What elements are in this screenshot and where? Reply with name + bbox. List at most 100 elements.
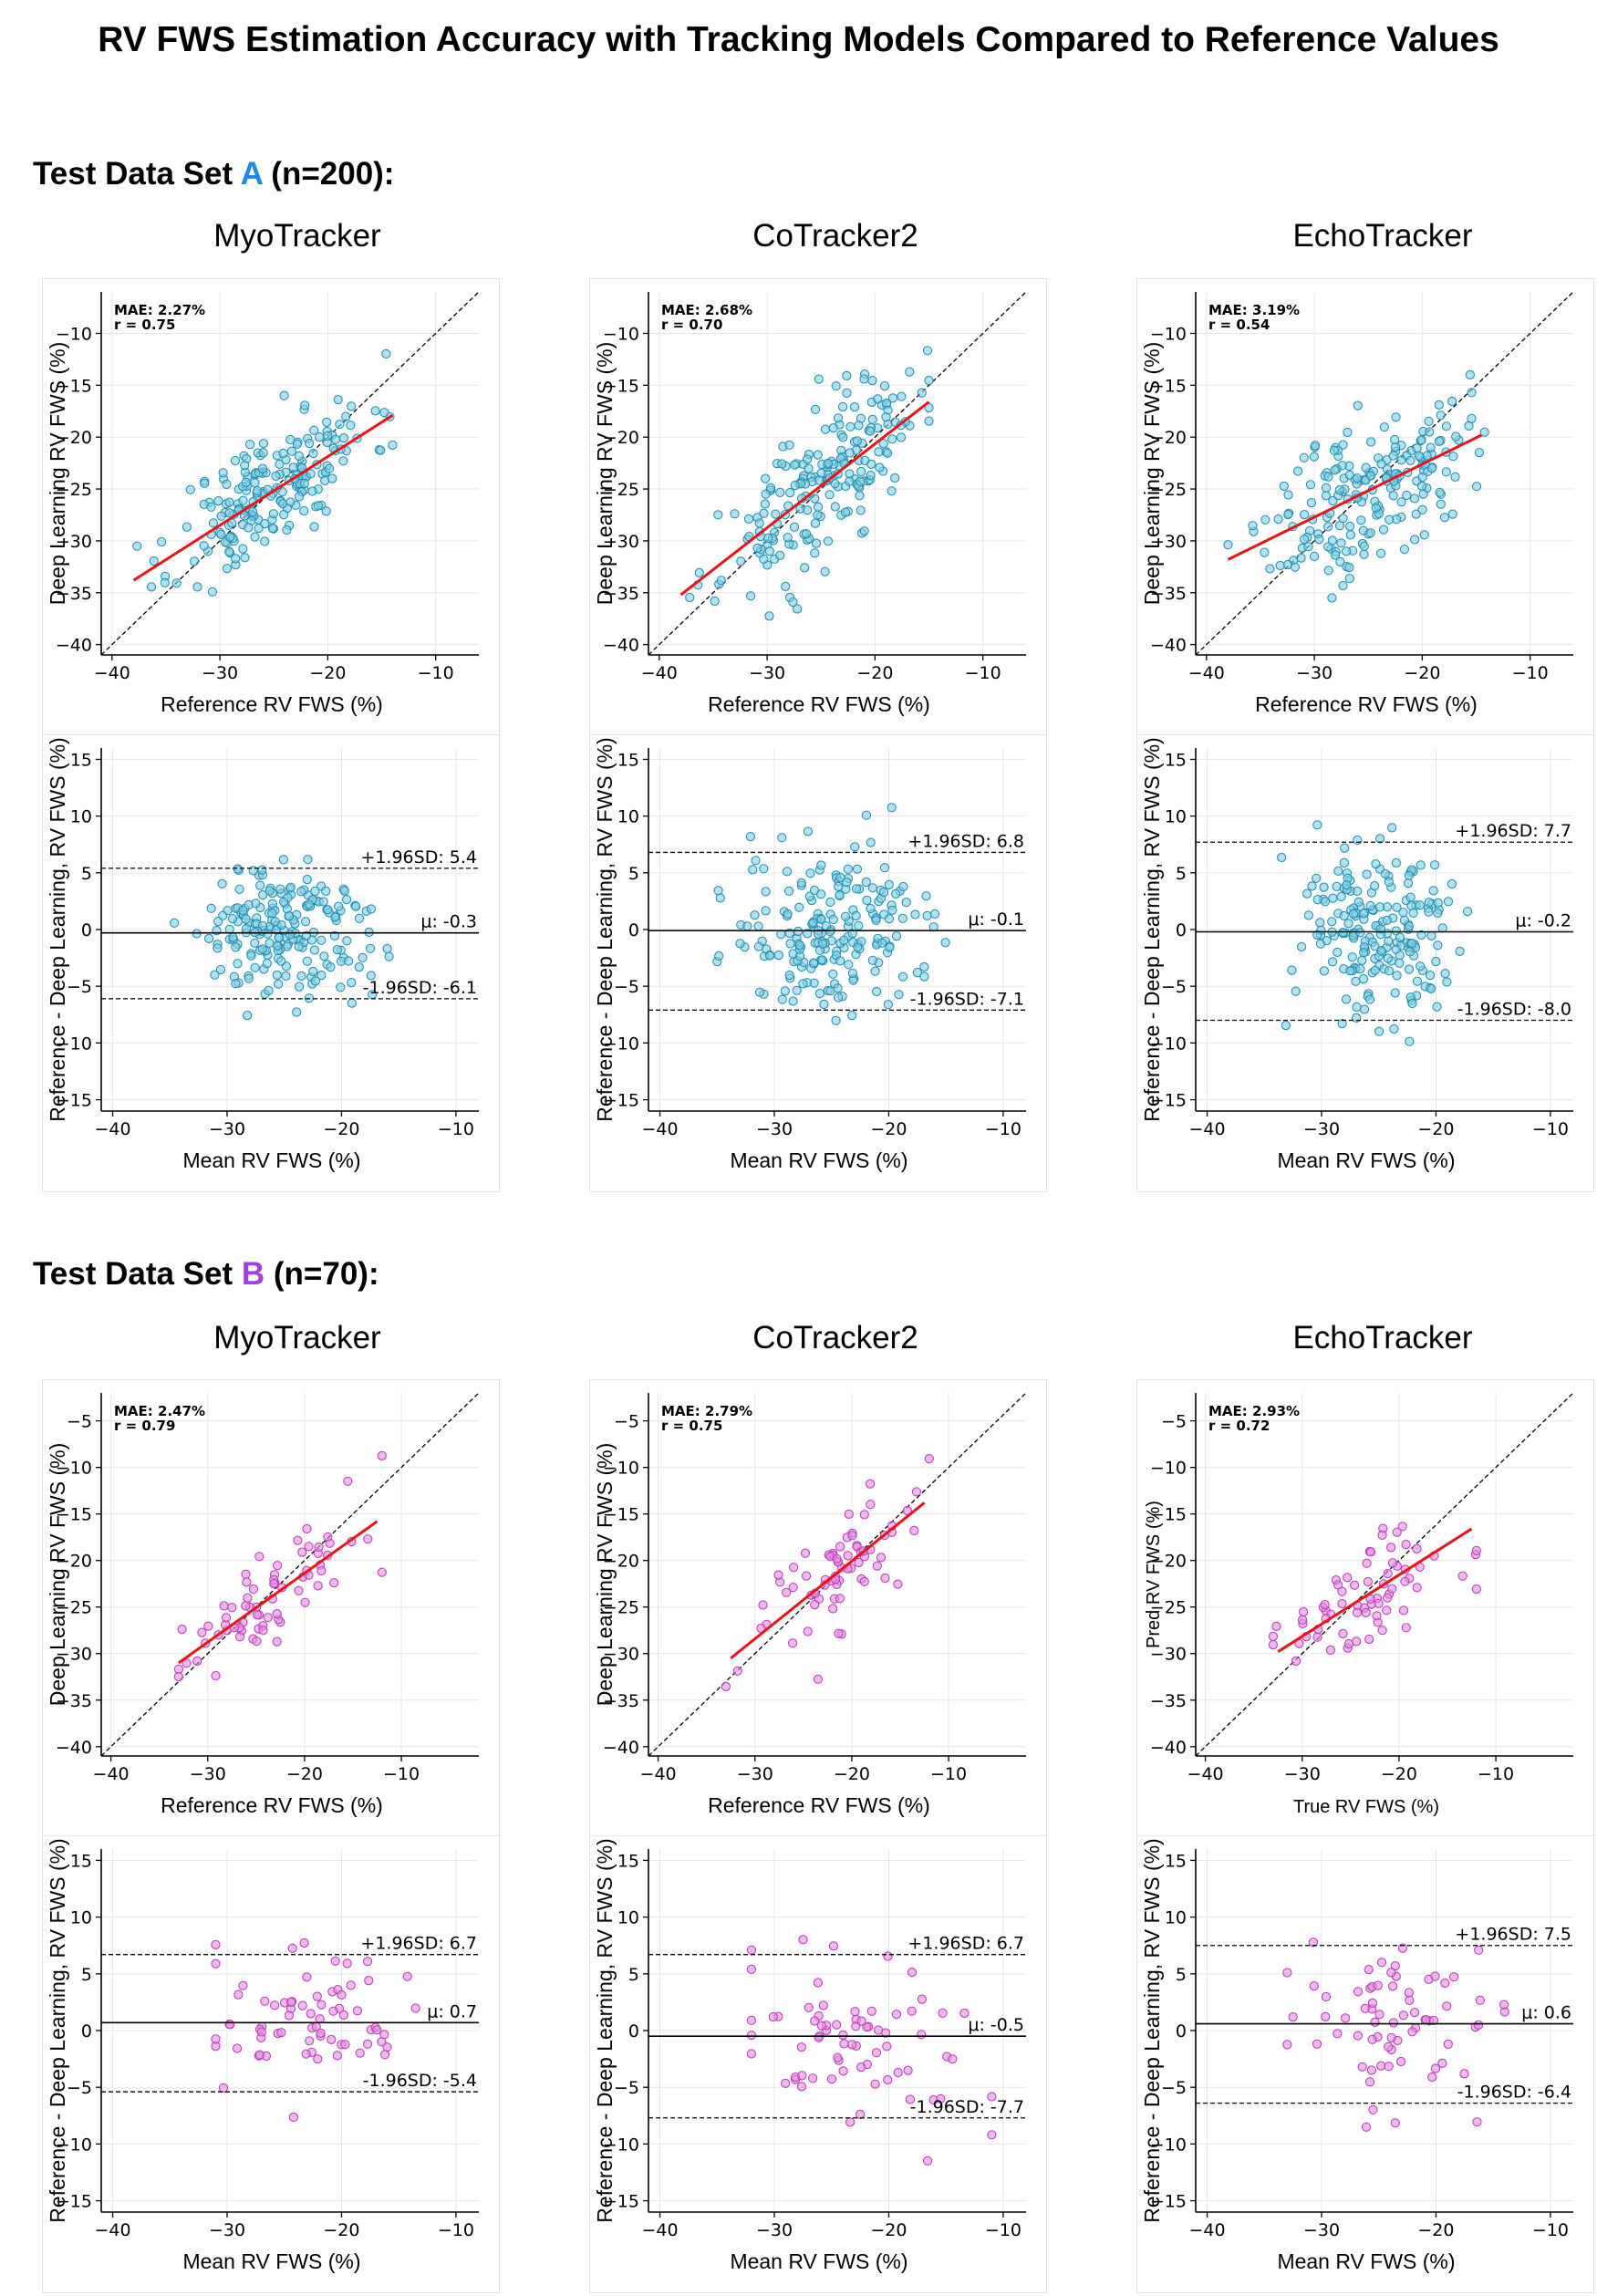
data-point <box>218 468 228 478</box>
data-point <box>1428 886 1438 896</box>
data-point <box>785 488 795 498</box>
data-point <box>784 971 794 981</box>
y-tick-label: −15 <box>603 2192 639 2212</box>
data-point <box>1299 1606 1309 1617</box>
x-tick-label: −20 <box>286 1764 323 1784</box>
data-point <box>850 842 860 852</box>
data-point <box>1309 452 1319 462</box>
data-point <box>258 1626 268 1636</box>
lower-loa-label: -1.96SD: -7.7 <box>910 2097 1024 2117</box>
data-point <box>782 867 793 877</box>
data-point <box>1426 930 1436 940</box>
y-tick-label: 5 <box>628 864 639 884</box>
data-point <box>170 918 180 928</box>
y-tick-label: −30 <box>1150 1645 1187 1665</box>
data-point <box>240 461 250 471</box>
data-point <box>1471 1584 1481 1595</box>
data-point <box>746 591 756 601</box>
data-point <box>1404 921 1414 931</box>
chart-b-echotracker-scatter: MAE: 2.93% r = 0.72 −40 −30 −20 −10 −40 −35 −30 −… <box>1136 1379 1594 1837</box>
data-point <box>177 1625 187 1635</box>
data-point <box>1343 1573 1353 1583</box>
data-point <box>1248 521 1258 531</box>
data-point <box>810 404 821 414</box>
data-point <box>810 1600 820 1610</box>
data-point <box>302 875 312 885</box>
y-tick-label: 15 <box>70 1851 92 1871</box>
data-point <box>274 979 284 989</box>
data-point <box>1407 998 1417 1009</box>
data-point <box>1337 1586 1347 1596</box>
data-point <box>1325 1645 1335 1655</box>
lower-loa-label: -1.96SD: -6.1 <box>363 978 477 998</box>
data-point <box>825 897 835 907</box>
data-point <box>238 906 248 916</box>
data-point <box>286 446 296 456</box>
data-point <box>1364 2077 1375 2087</box>
data-point <box>804 2002 814 2012</box>
data-point <box>363 1534 373 1544</box>
data-point <box>1341 994 1352 1004</box>
lower-loa-label: -1.96SD: -8.0 <box>1457 1000 1571 1020</box>
data-point <box>1424 907 1434 917</box>
data-point <box>788 1638 798 1648</box>
data-point <box>1367 2034 1377 2044</box>
data-point <box>1365 528 1375 538</box>
data-point <box>763 533 773 544</box>
data-point <box>334 901 344 911</box>
data-point <box>1375 924 1385 934</box>
data-point <box>1362 869 1372 879</box>
data-point <box>242 923 252 934</box>
mean-label: μ: 0.7 <box>427 2001 477 2021</box>
data-point <box>1376 2061 1386 2071</box>
correlation-label: r = 0.79 <box>114 1418 175 1434</box>
data-point <box>875 462 885 473</box>
data-point <box>828 914 838 925</box>
data-point <box>1386 1543 1396 1553</box>
data-point <box>275 884 285 894</box>
data-point <box>1388 491 1398 501</box>
data-point <box>304 1542 314 1552</box>
data-point <box>817 955 827 965</box>
data-point <box>1407 2027 1417 2037</box>
data-point <box>305 2036 315 2046</box>
data-point <box>748 865 758 875</box>
y-tick-label: −40 <box>1150 636 1187 656</box>
data-point <box>327 2034 337 2044</box>
data-point <box>1404 870 1414 880</box>
data-point <box>351 901 361 911</box>
data-point <box>1384 966 1395 976</box>
data-point <box>866 1479 876 1489</box>
x-tick-label: −30 <box>756 1119 793 1139</box>
data-point <box>1424 416 1434 426</box>
y-tick-label: 5 <box>1176 1965 1187 1985</box>
data-point <box>181 1658 192 1668</box>
chart-svg: +1.96SD: 6.7 μ: -0.5 -1.96SD: -7.7 −40 −30 −2… <box>593 1838 1026 2273</box>
x-tick-label: −20 <box>870 1119 907 1139</box>
data-point <box>1348 909 1359 919</box>
data-point <box>333 395 343 405</box>
y-tick-label: −5 <box>1161 2078 1187 2098</box>
mae-label: MAE: 2.93% <box>1208 1403 1300 1419</box>
column-header-myotracker-b: MyoTracker <box>213 1320 381 1356</box>
data-point <box>746 2049 756 2059</box>
data-point <box>271 471 281 481</box>
data-point <box>1384 514 1395 525</box>
data-point <box>243 1593 253 1603</box>
data-point <box>347 998 357 1008</box>
data-point <box>1327 917 1337 927</box>
data-point <box>809 885 820 896</box>
data-point <box>1410 2008 1420 2018</box>
data-point <box>216 529 226 540</box>
correlation-label: r = 0.75 <box>661 1418 722 1434</box>
chart-a-echotracker-scatter: MAE: 3.19% r = 0.54 −40 −30 −20 −10 −40 −35 −30 −… <box>1136 278 1594 736</box>
data-point <box>215 964 226 975</box>
upper-loa-label: +1.96SD: 5.4 <box>360 847 477 867</box>
data-point <box>742 921 752 931</box>
data-point <box>814 989 824 999</box>
data-point <box>273 1561 283 1571</box>
x-tick-label: −20 <box>1404 663 1440 683</box>
data-point <box>924 376 934 386</box>
data-point <box>759 508 769 518</box>
data-point <box>828 969 838 979</box>
